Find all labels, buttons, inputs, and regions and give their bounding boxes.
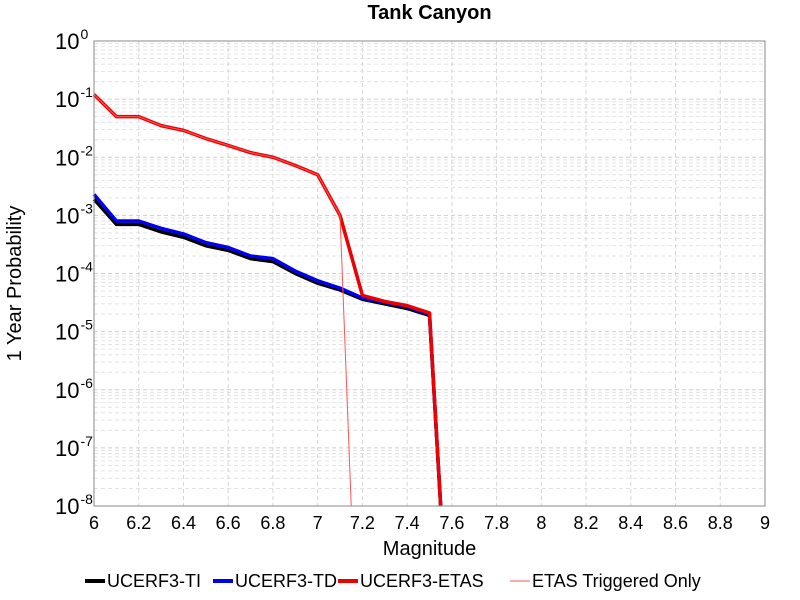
y-tick-label: 10-4 <box>55 259 93 287</box>
x-tick-label: 6 <box>89 513 99 533</box>
legend-label-1: UCERF3-TI <box>107 571 201 591</box>
y-axis-label: 1 Year Probability <box>4 206 26 362</box>
y-tick-label: 10-2 <box>55 142 93 170</box>
x-tick-label: 7.8 <box>484 513 509 533</box>
x-tick-label: 6.2 <box>126 513 151 533</box>
legend-label-3: UCERF3-ETAS <box>360 571 484 591</box>
y-tick-label: 100 <box>55 26 88 54</box>
series-line-4 <box>93 94 352 507</box>
x-tick-label: 8.8 <box>708 513 733 533</box>
plot-border <box>93 40 766 507</box>
x-tick-label: 8 <box>536 513 546 533</box>
x-tick-label: 8.4 <box>618 513 643 533</box>
x-tick-label: 7.4 <box>395 513 420 533</box>
y-tick-label: 10-1 <box>55 84 93 112</box>
x-tick-label: 6.6 <box>216 513 241 533</box>
y-tick-label: 10-6 <box>55 375 93 403</box>
legend-label-2: UCERF3-TD <box>235 571 337 591</box>
x-tick-label: 6.8 <box>260 513 285 533</box>
x-tick-label: 8.2 <box>574 513 599 533</box>
x-tick-label: 7 <box>313 513 323 533</box>
chart-title: Tank Canyon <box>367 2 491 24</box>
y-tick-label: 10-3 <box>55 200 93 228</box>
y-tick-label: 10-5 <box>55 317 93 345</box>
x-tick-label: 7.6 <box>439 513 464 533</box>
y-tick-label: 10-7 <box>55 433 93 461</box>
plot-area <box>94 41 765 506</box>
x-tick-label: 6.4 <box>171 513 196 533</box>
x-tick-label: 8.6 <box>663 513 688 533</box>
x-tick-label: 9 <box>760 513 770 533</box>
x-axis-label: Magnitude <box>383 538 476 560</box>
x-tick-label: 7.2 <box>350 513 375 533</box>
y-tick-label: 10-8 <box>55 491 93 519</box>
legend-label-4: ETAS Triggered Only <box>532 571 701 591</box>
